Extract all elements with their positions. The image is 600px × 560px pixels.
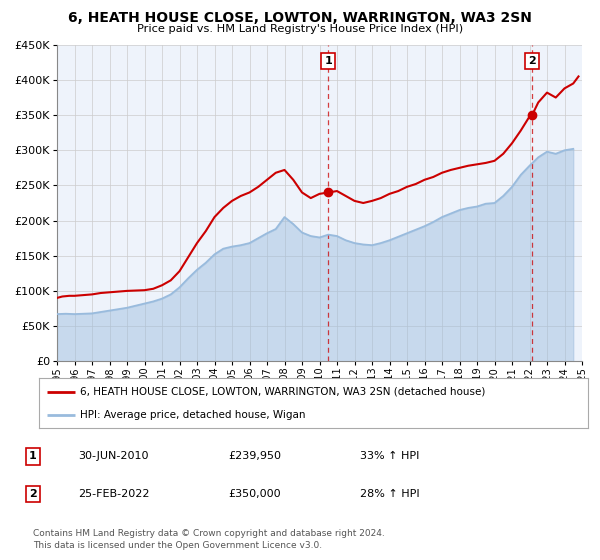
Text: 28% ↑ HPI: 28% ↑ HPI: [360, 489, 419, 499]
Text: Contains HM Land Registry data © Crown copyright and database right 2024.
This d: Contains HM Land Registry data © Crown c…: [33, 529, 385, 550]
Text: 1: 1: [325, 56, 332, 66]
Text: HPI: Average price, detached house, Wigan: HPI: Average price, detached house, Wiga…: [80, 410, 305, 420]
Text: 1: 1: [29, 451, 37, 461]
Text: £239,950: £239,950: [228, 451, 281, 461]
Text: 2: 2: [528, 56, 536, 66]
Text: Price paid vs. HM Land Registry's House Price Index (HPI): Price paid vs. HM Land Registry's House …: [137, 24, 463, 34]
Text: 25-FEB-2022: 25-FEB-2022: [78, 489, 149, 499]
Text: £350,000: £350,000: [228, 489, 281, 499]
Text: 6, HEATH HOUSE CLOSE, LOWTON, WARRINGTON, WA3 2SN: 6, HEATH HOUSE CLOSE, LOWTON, WARRINGTON…: [68, 11, 532, 25]
Text: 30-JUN-2010: 30-JUN-2010: [78, 451, 149, 461]
Text: 2: 2: [29, 489, 37, 499]
Text: 33% ↑ HPI: 33% ↑ HPI: [360, 451, 419, 461]
Text: 6, HEATH HOUSE CLOSE, LOWTON, WARRINGTON, WA3 2SN (detached house): 6, HEATH HOUSE CLOSE, LOWTON, WARRINGTON…: [80, 386, 485, 396]
